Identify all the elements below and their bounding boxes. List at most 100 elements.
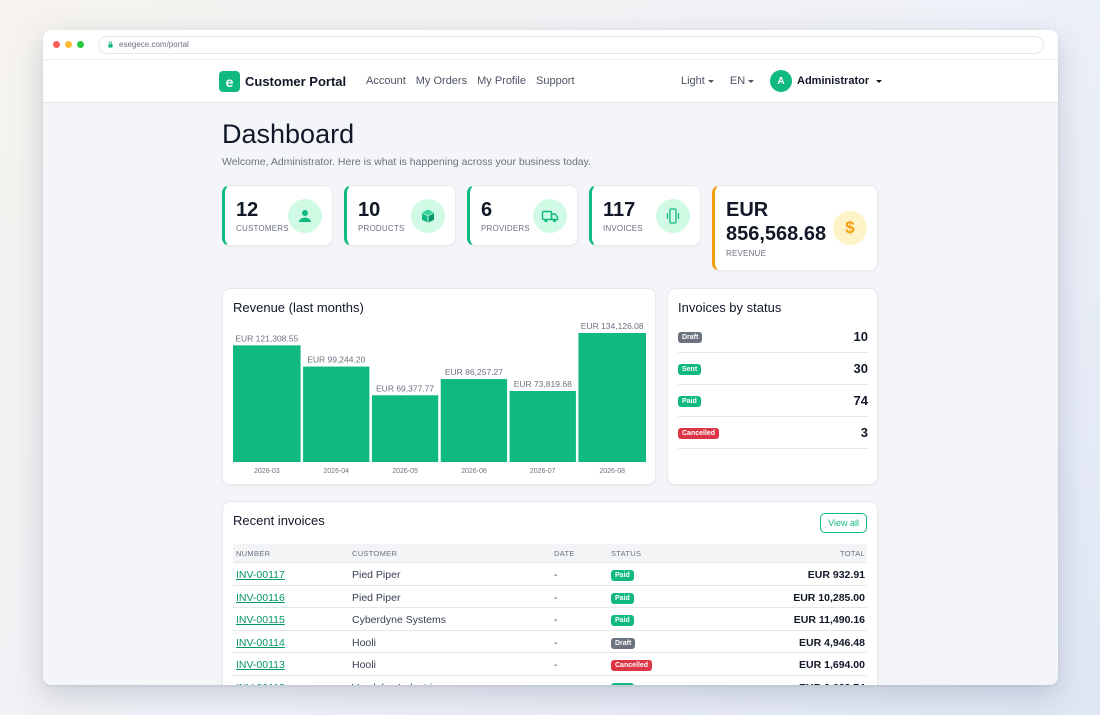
status-badge: Cancelled [678, 428, 720, 439]
invoice-number-link[interactable]: INV-00114 [236, 636, 285, 649]
column-header-customer: CUSTOMER [352, 549, 398, 558]
status-cell: Paid [611, 681, 634, 685]
table-row[interactable]: INV-00115 Cyberdyne Systems - Paid EUR 11,49… [233, 608, 867, 631]
nav-settings: Light EN [681, 75, 755, 87]
invoice-date: - [554, 682, 558, 686]
users-icon [288, 199, 322, 233]
stat-card-revenue: EUR 856,568.68 REVENUE $ [712, 185, 878, 271]
main-content: Dashboard Welcome, Administrator. Here i… [43, 103, 1058, 685]
window-controls [53, 41, 84, 48]
stat-value: 10 [358, 199, 381, 221]
x-tick-label: 2026-07 [530, 468, 556, 475]
status-badge: Cancelled [611, 660, 653, 671]
status-count: 30 [853, 361, 868, 376]
nav-link-my-orders[interactable]: My Orders [415, 75, 468, 87]
caret-down-icon [748, 79, 755, 83]
page-subtitle: Welcome, Administrator. Here is what is … [222, 156, 592, 168]
invoice-number-link[interactable]: INV-00117 [236, 569, 285, 581]
bar-data-label: EUR 86,257.27 [445, 367, 503, 377]
invoice-total: EUR 4,946.48 [799, 636, 865, 649]
url-text: esegece.com/portal [119, 40, 189, 49]
language-dropdown[interactable]: EN [729, 75, 755, 87]
status-count: 74 [853, 393, 868, 408]
column-header-status: STATUS [611, 549, 642, 558]
recent-invoices-table: NUMBER CUSTOMER DATE STATUS TOTAL INV-00… [233, 544, 867, 685]
close-window-button[interactable] [53, 41, 60, 48]
status-badge: Paid [611, 615, 634, 626]
minimize-window-button[interactable] [65, 41, 72, 48]
column-header-total: TOTAL [840, 549, 865, 558]
brand-logo: e [219, 71, 240, 92]
invoice-date: - [554, 591, 558, 604]
revenue-bar-chart: EUR 121,308.55 2026-03 EUR 99,244.20 2026-0… [233, 321, 646, 475]
nav-links: Account My Orders My Profile Support [366, 75, 575, 87]
column-header-number: NUMBER [236, 549, 271, 558]
card-title: Revenue (last months) [233, 300, 364, 315]
caret-down-icon [876, 79, 883, 83]
invoice-total: EUR 2,622.74 [799, 682, 865, 686]
page-title: Dashboard [222, 119, 355, 149]
theme-dropdown[interactable]: Light [681, 75, 714, 87]
customer-name: Pied Piper [352, 569, 401, 581]
nav-link-support[interactable]: Support [536, 75, 575, 87]
stat-value: 12 [236, 199, 259, 221]
revenue-chart-card: Revenue (last months) EUR 121,308.55 2026… [222, 288, 656, 485]
status-cell: Paid [611, 613, 634, 626]
nav-link-account[interactable]: Account [366, 75, 406, 87]
x-tick-label: 2026-06 [461, 468, 487, 475]
invoice-number-link[interactable]: INV-00115 [236, 614, 285, 626]
brand[interactable]: e Customer Portal [219, 71, 346, 92]
language-label: EN [729, 75, 746, 87]
status-cell: Paid [611, 568, 634, 581]
stat-card-invoices: 117 INVOICES [589, 185, 701, 246]
top-navbar: e Customer Portal Account My Orders My P… [43, 60, 1058, 103]
table-row[interactable]: INV-00117 Pied Piper - Paid EUR 932.91 [233, 563, 867, 586]
stat-label: CUSTOMERS [236, 224, 289, 233]
table-row[interactable]: INV-00113 Hooli - Cancelled EUR 1,694.00 [233, 653, 867, 676]
x-tick-label: 2026-03 [254, 468, 280, 475]
status-badge: Paid [611, 592, 634, 604]
chart-bar [509, 391, 576, 462]
table-row[interactable]: INV-00112 Vandelay Industries - Paid EUR 2,6… [233, 676, 867, 686]
chart-bar [303, 366, 370, 462]
stat-card-customers: 12 CUSTOMERS [222, 185, 333, 246]
browser-window: esegece.com/portal e Customer Portal Acc… [43, 30, 1058, 685]
status-cell: Paid [611, 591, 634, 604]
status-cell: Draft [611, 636, 636, 649]
view-all-button[interactable]: View all [820, 513, 867, 533]
invoice-number-link[interactable]: INV-00113 [236, 659, 285, 671]
table-row[interactable]: INV-00114 Hooli - Draft EUR 4,946.48 [233, 631, 867, 653]
user-menu[interactable]: A Administrator [770, 70, 883, 92]
customer-name: Vandelay Industries [352, 682, 443, 686]
invoice-total: EUR 10,285.00 [793, 591, 865, 604]
table-body: INV-00117 Pied Piper - Paid EUR 932.91 INV-00… [233, 563, 867, 685]
status-count: 3 [860, 425, 868, 440]
status-badge: Paid [611, 570, 634, 581]
table-row[interactable]: INV-00116 Pied Piper - Paid EUR 10,285.00 [233, 586, 867, 608]
nav-link-my-profile[interactable]: My Profile [477, 75, 526, 87]
brand-name: Customer Portal [245, 74, 347, 89]
user-name: Administrator [797, 75, 870, 87]
stat-label: PRODUCTS [358, 224, 405, 233]
invoice-date: - [554, 614, 558, 626]
bar-data-label: EUR 121,308.55 [235, 333, 298, 343]
invoice-date: - [554, 569, 558, 581]
chart-bar [440, 379, 508, 462]
recent-invoices-card: Recent invoices View all NUMBER CUSTOMER… [222, 501, 878, 685]
avatar: A [770, 70, 792, 92]
status-badge: Paid [611, 682, 634, 685]
invoice-number-link[interactable]: INV-00116 [236, 591, 285, 604]
chart-bar [371, 395, 439, 462]
address-bar[interactable]: esegece.com/portal [98, 35, 1044, 54]
status-badge: Draft [678, 332, 703, 343]
theme-label: Light [681, 75, 705, 87]
invoice-number-link[interactable]: INV-00112 [236, 682, 285, 686]
bar-data-label: EUR 69,377.77 [376, 383, 434, 393]
maximize-window-button[interactable] [77, 41, 84, 48]
invoice-date: - [554, 659, 558, 671]
stat-value: 117 [603, 199, 636, 221]
status-row-cancelled: Cancelled 3 [678, 417, 868, 449]
customer-name: Hooli [352, 636, 376, 649]
caret-down-icon [707, 79, 714, 83]
column-header-date: DATE [554, 549, 575, 558]
